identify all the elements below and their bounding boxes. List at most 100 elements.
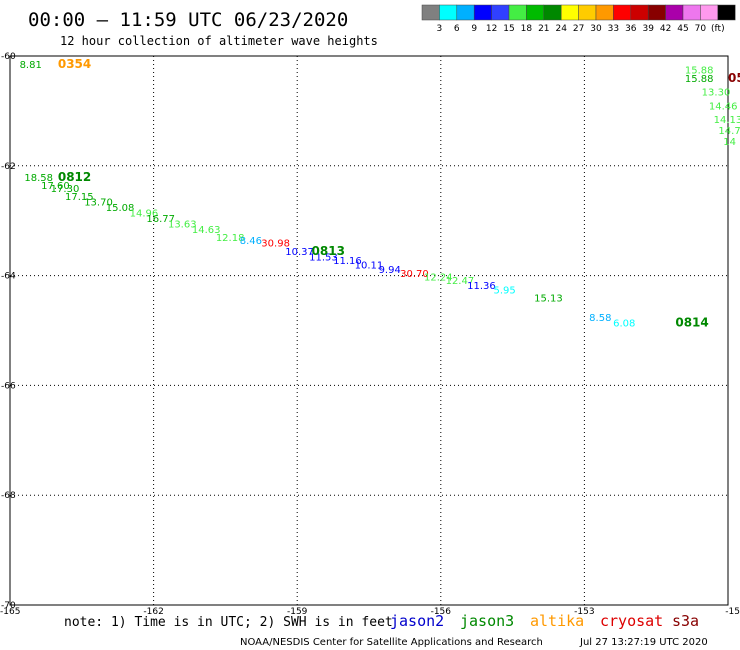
pass-time-labels: 0354 0812 0813 0814 05 bbox=[58, 57, 740, 329]
footer-credit: NOAA/NESDIS Center for Satellite Applica… bbox=[240, 637, 543, 648]
pass-time-label: 0814 bbox=[675, 315, 708, 329]
legend-swatch bbox=[613, 4, 632, 21]
legend-tick-label: 9 bbox=[471, 24, 477, 34]
wave-height-label: 18.58 bbox=[24, 173, 53, 184]
legend-swatch bbox=[665, 4, 684, 21]
wave-height-label: 10.37 bbox=[285, 247, 314, 258]
wave-height-label: 15.08 bbox=[106, 203, 135, 214]
grid-lines bbox=[10, 56, 728, 605]
legend-tick-label: 42 bbox=[660, 24, 671, 34]
y-tick-label: -66 bbox=[1, 381, 16, 391]
x-axis-ticks: -165 -162 -159 -156 -153 -15 bbox=[0, 607, 740, 617]
wave-height-label: 6.08 bbox=[613, 318, 635, 329]
legend-swatch bbox=[473, 4, 492, 21]
wave-height-label: 14.46 bbox=[709, 101, 738, 112]
wave-height-label: 30.70 bbox=[400, 269, 429, 280]
legend-swatch bbox=[717, 4, 736, 21]
satellite-jason2: jason2 bbox=[390, 612, 444, 630]
legend-tick-label: (ft) bbox=[711, 24, 725, 34]
y-tick-label: -60 bbox=[1, 52, 16, 62]
pass-time-label: 0813 bbox=[312, 244, 345, 258]
satellite-altika: altika bbox=[530, 612, 584, 630]
wave-height-label: 10.11 bbox=[355, 261, 384, 272]
y-axis-ticks: -60 -62 -64 -66 -68 -70 bbox=[1, 52, 16, 611]
legend-tick-label: 36 bbox=[625, 24, 637, 34]
legend-swatch bbox=[439, 4, 458, 21]
legend-swatch bbox=[526, 4, 545, 21]
legend-swatch bbox=[421, 4, 440, 21]
footer-note: note: 1) Time is in UTC; 2) SWH is in fe… bbox=[64, 615, 393, 630]
legend-tick-label: 6 bbox=[454, 24, 460, 34]
wave-height-label: 17.60 bbox=[41, 181, 70, 192]
wave-height-label: 12.24 bbox=[424, 273, 453, 284]
wave-height-label: 16.77 bbox=[146, 214, 175, 225]
legend-swatch bbox=[700, 4, 719, 21]
wave-height-label: 15.88 bbox=[685, 66, 714, 77]
x-tick-label: -153 bbox=[574, 607, 594, 617]
legend-tick-label: 39 bbox=[642, 24, 654, 34]
legend-tick-label: 30 bbox=[590, 24, 602, 34]
plot-frame bbox=[9, 55, 729, 606]
pass-time-label: 0354 bbox=[58, 57, 91, 71]
x-tick-label: -159 bbox=[287, 607, 308, 617]
legend-swatch bbox=[456, 4, 475, 21]
wave-height-label: 5.95 bbox=[493, 285, 515, 296]
wave-height-label: 14 bbox=[723, 137, 736, 148]
legend-tick-label: 18 bbox=[521, 24, 533, 34]
pass-time-label: 0812 bbox=[58, 170, 91, 184]
footer-timestamp: Jul 27 13:27:19 UTC 2020 bbox=[579, 637, 708, 648]
wave-height-label: 30.98 bbox=[261, 239, 290, 250]
wave-height-label: 14.7 bbox=[718, 126, 740, 137]
legend-swatch bbox=[578, 4, 597, 21]
legend-swatch bbox=[560, 4, 579, 21]
legend-tick-label: 24 bbox=[555, 24, 567, 34]
y-tick-label: -64 bbox=[1, 272, 16, 282]
wave-height-label: 12.18 bbox=[216, 233, 245, 244]
satellite-jason3: jason3 bbox=[460, 612, 514, 630]
legend-swatch bbox=[543, 4, 562, 21]
wave-height-label: 15.88 bbox=[685, 74, 714, 85]
y-tick-label: -68 bbox=[1, 491, 16, 501]
x-tick-label: -156 bbox=[431, 607, 452, 617]
wave-height-label: 11.36 bbox=[467, 281, 496, 292]
legend-tick-label: 33 bbox=[608, 24, 619, 34]
wave-height-label: 15.13 bbox=[534, 294, 563, 305]
x-tick-label: -165 bbox=[0, 607, 20, 617]
wave-height-label: 12.47 bbox=[446, 276, 475, 287]
wave-height-label: 9.94 bbox=[379, 265, 401, 276]
legend-swatch bbox=[647, 4, 666, 21]
chart-subtitle: 12 hour collection of altimeter wave hei… bbox=[60, 34, 378, 48]
legend-swatch bbox=[508, 4, 527, 21]
pass-time-label: 05 bbox=[728, 71, 740, 85]
y-tick-label: -62 bbox=[1, 162, 16, 172]
wave-height-label: 13.30 bbox=[702, 88, 731, 99]
legend-tick-label: 15 bbox=[503, 24, 514, 34]
legend-tick-label: 21 bbox=[538, 24, 549, 34]
satellite-legend: jason2 jason3 altika cryosat s3a bbox=[390, 612, 699, 630]
wave-height-label: 8.58 bbox=[589, 313, 611, 324]
legend-tick-label: 45 bbox=[677, 24, 688, 34]
wave-height-labels: 8.8118.5817.6017.3017.1513.7015.0814.961… bbox=[20, 60, 740, 329]
x-tick-label: -162 bbox=[143, 607, 163, 617]
legend-tick-label: 70 bbox=[695, 24, 707, 34]
x-tick-label: -15 bbox=[725, 607, 740, 617]
chart-title: 00:00 – 11:59 UTC 06/23/2020 bbox=[28, 9, 348, 31]
wave-height-label: 8.46 bbox=[240, 236, 262, 247]
wave-height-label: 17.30 bbox=[51, 184, 80, 195]
plot-area: -165 -162 -159 -156 -153 -15 -60-62-64-66-68-… bbox=[0, 52, 740, 617]
legend-tick-label: 3 bbox=[437, 24, 443, 34]
legend-swatch bbox=[630, 4, 649, 21]
wave-height-label: 17.15 bbox=[65, 192, 94, 203]
legend-tick-label: 12 bbox=[486, 24, 497, 34]
legend-swatch bbox=[491, 4, 510, 21]
wave-height-label: 11.16 bbox=[333, 256, 362, 267]
wave-height-label: 13.63 bbox=[168, 219, 197, 230]
wave-height-label: 14.63 bbox=[192, 225, 221, 236]
satellite-s3a: s3a bbox=[672, 612, 699, 630]
y-tick-label: -70 bbox=[1, 601, 16, 611]
legend-swatch bbox=[595, 4, 614, 21]
satellite-cryosat: cryosat bbox=[600, 612, 663, 630]
wave-height-label: 11.53 bbox=[309, 252, 338, 263]
legend-tick-label: 27 bbox=[573, 24, 584, 34]
